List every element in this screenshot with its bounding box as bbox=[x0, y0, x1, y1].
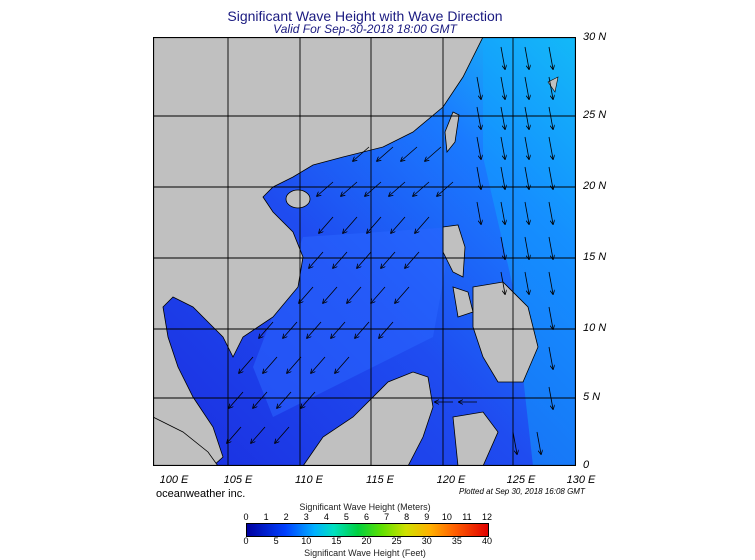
colorbar bbox=[246, 523, 489, 537]
map-frame bbox=[153, 37, 576, 466]
land-sulawesi bbox=[452, 411, 499, 466]
meter-tick: 5 bbox=[343, 512, 349, 522]
land-visayas bbox=[452, 286, 474, 318]
meter-tick: 3 bbox=[303, 512, 309, 522]
lon-label: 130 E bbox=[566, 474, 596, 486]
wave-direction-arrows bbox=[227, 46, 553, 454]
plotted-timestamp: Plotted at Sep 30, 2018 16:08 GMT bbox=[459, 487, 585, 496]
lon-label: 120 E bbox=[436, 474, 466, 486]
meter-tick: 4 bbox=[323, 512, 329, 522]
feet-tick: 40 bbox=[481, 536, 492, 546]
lat-label: 0 bbox=[583, 459, 590, 471]
lat-label: 10 N bbox=[583, 322, 607, 334]
meter-tick: 10 bbox=[441, 512, 452, 522]
map-subtitle: Valid For Sep-30-2018 18:00 GMT bbox=[273, 22, 457, 36]
colorbar-title-feet: Significant Wave Height (Feet) bbox=[304, 548, 426, 558]
feet-tick: 25 bbox=[391, 536, 402, 546]
map-title: Significant Wave Height with Wave Direct… bbox=[227, 8, 503, 24]
land-mindanao bbox=[472, 281, 539, 383]
lon-label: 110 E bbox=[295, 474, 323, 486]
land-ryukyu bbox=[547, 76, 559, 93]
lat-label: 25 N bbox=[583, 109, 607, 121]
lon-label: 105 E bbox=[223, 474, 253, 486]
lat-label: 15 N bbox=[583, 251, 607, 263]
feet-tick: 35 bbox=[451, 536, 462, 546]
lon-label: 125 E bbox=[506, 474, 536, 486]
feet-tick: 0 bbox=[243, 536, 249, 546]
feet-tick: 30 bbox=[421, 536, 432, 546]
land-asia bbox=[153, 37, 484, 466]
wave-band-east bbox=[483, 37, 576, 466]
meter-tick: 11 bbox=[462, 512, 472, 522]
lat-label: 30 N bbox=[583, 31, 607, 43]
lon-label: 100 E bbox=[159, 474, 189, 486]
lon-label: 115 E bbox=[366, 474, 394, 486]
land-borneo bbox=[302, 371, 434, 466]
meter-tick: 0 bbox=[243, 512, 249, 522]
wave-band bbox=[253, 227, 453, 417]
meter-tick: 1 bbox=[263, 512, 269, 522]
meter-tick: 12 bbox=[481, 512, 492, 522]
wave-map bbox=[153, 37, 576, 466]
meter-tick: 7 bbox=[384, 512, 390, 522]
meter-tick: 2 bbox=[283, 512, 289, 522]
meter-tick: 8 bbox=[404, 512, 410, 522]
meter-tick: 9 bbox=[424, 512, 430, 522]
lat-label: 5 N bbox=[583, 391, 601, 403]
feet-tick: 20 bbox=[361, 536, 372, 546]
land-taiwan bbox=[444, 111, 460, 154]
colorbar-title-meters: Significant Wave Height (Meters) bbox=[299, 502, 431, 512]
meter-tick: 6 bbox=[363, 512, 369, 522]
feet-tick: 5 bbox=[273, 536, 279, 546]
feet-tick: 15 bbox=[331, 536, 342, 546]
lat-label: 20 N bbox=[583, 180, 607, 192]
land-hainan bbox=[285, 189, 311, 209]
brand-label: oceanweather inc. bbox=[156, 488, 246, 500]
land-sumatra bbox=[153, 416, 219, 466]
feet-tick: 10 bbox=[301, 536, 312, 546]
